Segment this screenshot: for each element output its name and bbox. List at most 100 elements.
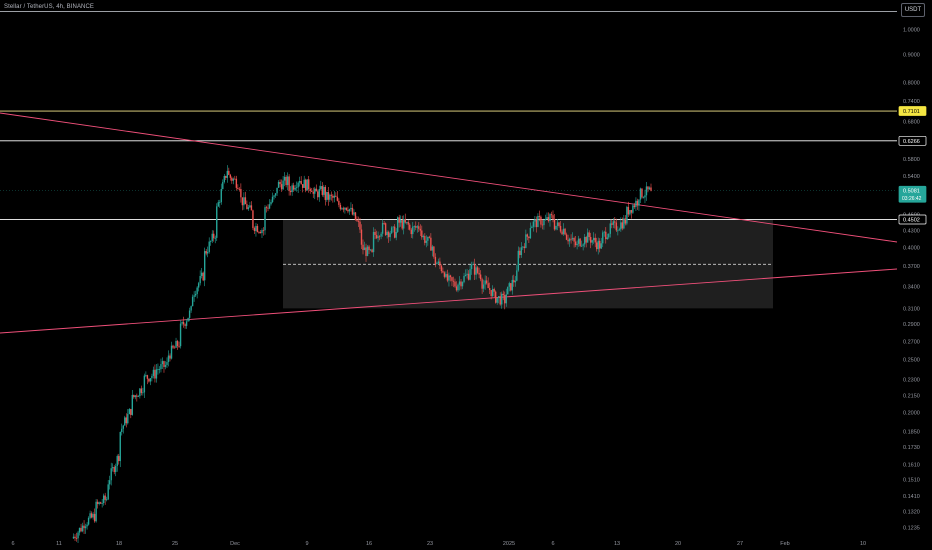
candle-body (458, 281, 461, 285)
candle-body (353, 212, 355, 215)
range-box-layer (283, 219, 773, 309)
price-axis-tick-label: 0.2300 (903, 377, 920, 383)
candle-body (600, 243, 602, 249)
candle-body (339, 204, 342, 210)
candle-body (464, 274, 467, 276)
time-axis[interactable]: 6 11 18 25 Dec 9 16 23 2025 6 13 20 27 Feb 10 (11, 541, 866, 547)
candle-body (286, 176, 289, 186)
candle-body (639, 188, 642, 200)
candle-body (217, 202, 219, 207)
candle-body (363, 247, 366, 251)
candle-body (499, 296, 501, 305)
candle-body (454, 281, 456, 287)
candle-body (142, 392, 144, 394)
candles-layer (72, 165, 652, 543)
candle-body (485, 280, 488, 284)
price-label-box (898, 185, 927, 203)
price-axis-tick-label: 0.5400 (903, 174, 920, 180)
candle-body (356, 220, 358, 221)
price-axis-tick-label: 0.3100 (903, 306, 920, 312)
price-axis-tick-label: 0.2150 (903, 393, 920, 399)
candle-body (606, 237, 608, 240)
candle-body (502, 293, 504, 296)
candle-body (421, 230, 423, 238)
candle-body (623, 218, 625, 229)
candle-body (207, 251, 209, 254)
candle-body (143, 375, 146, 393)
candle-body (374, 231, 376, 236)
candle-body (565, 234, 568, 240)
candle-body (170, 345, 173, 359)
candle-body (99, 502, 102, 504)
candle-body (553, 219, 556, 230)
candle-body (234, 178, 236, 180)
time-axis-tick-label: 2025 (503, 541, 515, 547)
candle-body (498, 296, 500, 298)
candle-body (484, 280, 486, 285)
candle-body (95, 501, 97, 522)
time-axis-tick-label: 18 (116, 541, 122, 547)
candle-body (375, 235, 378, 239)
currency-selector-button[interactable]: USDT (901, 3, 925, 17)
time-axis-tick-label: Feb (780, 541, 789, 547)
candle-body (90, 513, 93, 518)
candle-body (104, 495, 106, 500)
candle-body (395, 231, 397, 238)
candle-body (276, 187, 278, 194)
candle-body (210, 241, 212, 242)
candle-body (371, 249, 373, 253)
candle-body (602, 232, 604, 244)
candle-body (605, 231, 607, 240)
candle-body (624, 218, 627, 224)
candle-body (315, 188, 317, 192)
price-axis-tick-label: 0.3400 (903, 284, 920, 290)
candle-body (635, 200, 637, 208)
candle-body (270, 201, 272, 205)
candle-body (247, 207, 250, 210)
candle-body (194, 293, 197, 296)
candle-body (473, 264, 476, 275)
candle-body (155, 369, 158, 379)
candle-body (301, 184, 304, 188)
candle-body (390, 227, 393, 234)
candle-body (586, 232, 589, 243)
candle-body (116, 456, 118, 467)
candle-body (393, 226, 396, 238)
candle-body (614, 221, 616, 223)
price-axis-tick-label: 1.0000 (903, 28, 920, 34)
candle-body (345, 207, 348, 211)
candle-body (321, 186, 323, 195)
candle-body (326, 191, 328, 200)
price-axis-tick-label: 0.3700 (903, 264, 920, 270)
candle-body (253, 228, 256, 231)
candle-body (357, 220, 360, 222)
candle-body (327, 191, 330, 200)
price-axis-tick-label: 0.2000 (903, 411, 920, 417)
candle-body (243, 197, 245, 206)
candle-body (516, 270, 518, 281)
candle-body (593, 237, 595, 241)
candle-body (544, 219, 547, 221)
candle-body (505, 294, 507, 304)
candle-body (538, 215, 541, 217)
candle-body (413, 226, 415, 227)
horizontal-levels-layer (0, 11, 897, 220)
candle-body (455, 286, 458, 291)
candle-body (134, 395, 137, 398)
candle-body (154, 369, 156, 379)
time-axis-tick-label: 11 (56, 541, 62, 547)
candle-body (442, 271, 444, 273)
candle-body (365, 247, 367, 256)
candle-body (146, 375, 149, 379)
candle-body (101, 503, 103, 504)
candle-body (597, 240, 599, 250)
candle-body (280, 184, 283, 190)
candle-body (579, 238, 581, 247)
candle-body (179, 323, 182, 347)
candle-body (333, 195, 336, 198)
candle-body (573, 237, 575, 242)
trendlines-layer (0, 112, 898, 334)
candle-body (511, 279, 513, 291)
price-axis[interactable]: 1.00000.90000.80000.74000.68000.62000.58… (903, 28, 920, 532)
